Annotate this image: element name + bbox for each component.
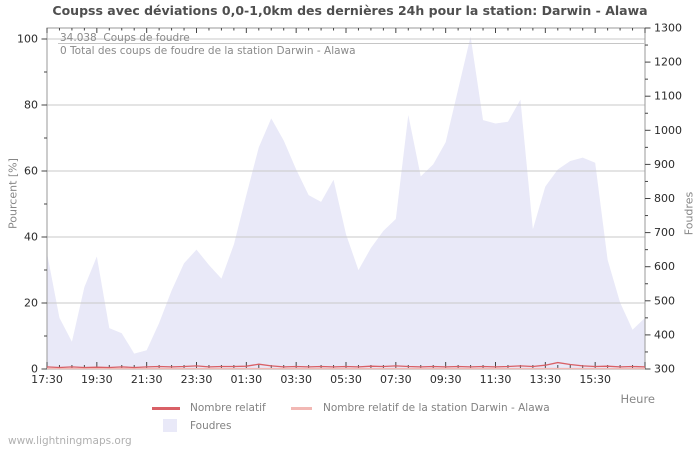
svg-text:23:30: 23:30 [181,373,213,386]
line-series [46,361,646,369]
annotation-total-strikes: 34.038 Coups de foudre [60,32,190,44]
svg-text:03:30: 03:30 [280,373,312,386]
svg-text:17:30: 17:30 [31,373,63,386]
legend-swatch-nombre-relatif [152,407,180,410]
y-axis-left-label: Pourcent [%] [6,158,20,229]
svg-text:80: 80 [24,99,38,112]
svg-text:13:30: 13:30 [529,373,561,386]
svg-text:800: 800 [654,192,675,205]
svg-text:11:30: 11:30 [480,373,512,386]
svg-text:900: 900 [654,158,675,171]
svg-text:1100: 1100 [654,90,682,103]
watermark-link[interactable]: www.lightningmaps.org [8,435,132,447]
svg-text:1200: 1200 [654,56,682,69]
svg-text:20: 20 [24,297,38,310]
y-axis-right-label: Foudres [682,191,696,236]
svg-text:500: 500 [654,294,675,307]
legend-label-foudres: Foudres [190,420,232,432]
tick-labels: 0 20 40 60 80 100 300 400 500 600 700 800 900 1000 110… [17,22,682,387]
x-axis-label: Heure [620,392,655,406]
svg-text:1300: 1300 [654,22,682,35]
svg-text:300: 300 [654,363,675,376]
gridlines [47,38,645,304]
svg-text:09:30: 09:30 [430,373,462,386]
svg-text:07:30: 07:30 [380,373,412,386]
svg-text:1000: 1000 [654,124,682,137]
svg-text:0: 0 [31,363,38,376]
svg-text:01:30: 01:30 [230,373,262,386]
legend-label-nombre-relatif: Nombre relatif [190,402,266,414]
svg-text:60: 60 [24,165,38,178]
svg-text:700: 700 [654,226,675,239]
svg-text:100: 100 [17,33,38,46]
svg-text:19:30: 19:30 [81,373,113,386]
svg-text:600: 600 [654,260,675,273]
legend-label-station: Nombre relatif de la station Darwin - Al… [323,402,550,414]
chart-title: Coupss avec déviations 0,0-1,0km des der… [52,3,648,18]
legend-swatch-foudres [163,419,177,432]
annotation-underline [58,43,645,44]
annotation-station-total: 0 Total des coups de foudre de la statio… [60,45,356,57]
svg-text:05:30: 05:30 [330,373,362,386]
svg-text:400: 400 [654,328,675,341]
svg-text:15:30: 15:30 [579,373,611,386]
legend-swatch-station [291,407,312,410]
svg-text:21:30: 21:30 [131,373,163,386]
svg-text:40: 40 [24,231,38,244]
area-series-foudres [47,36,645,370]
